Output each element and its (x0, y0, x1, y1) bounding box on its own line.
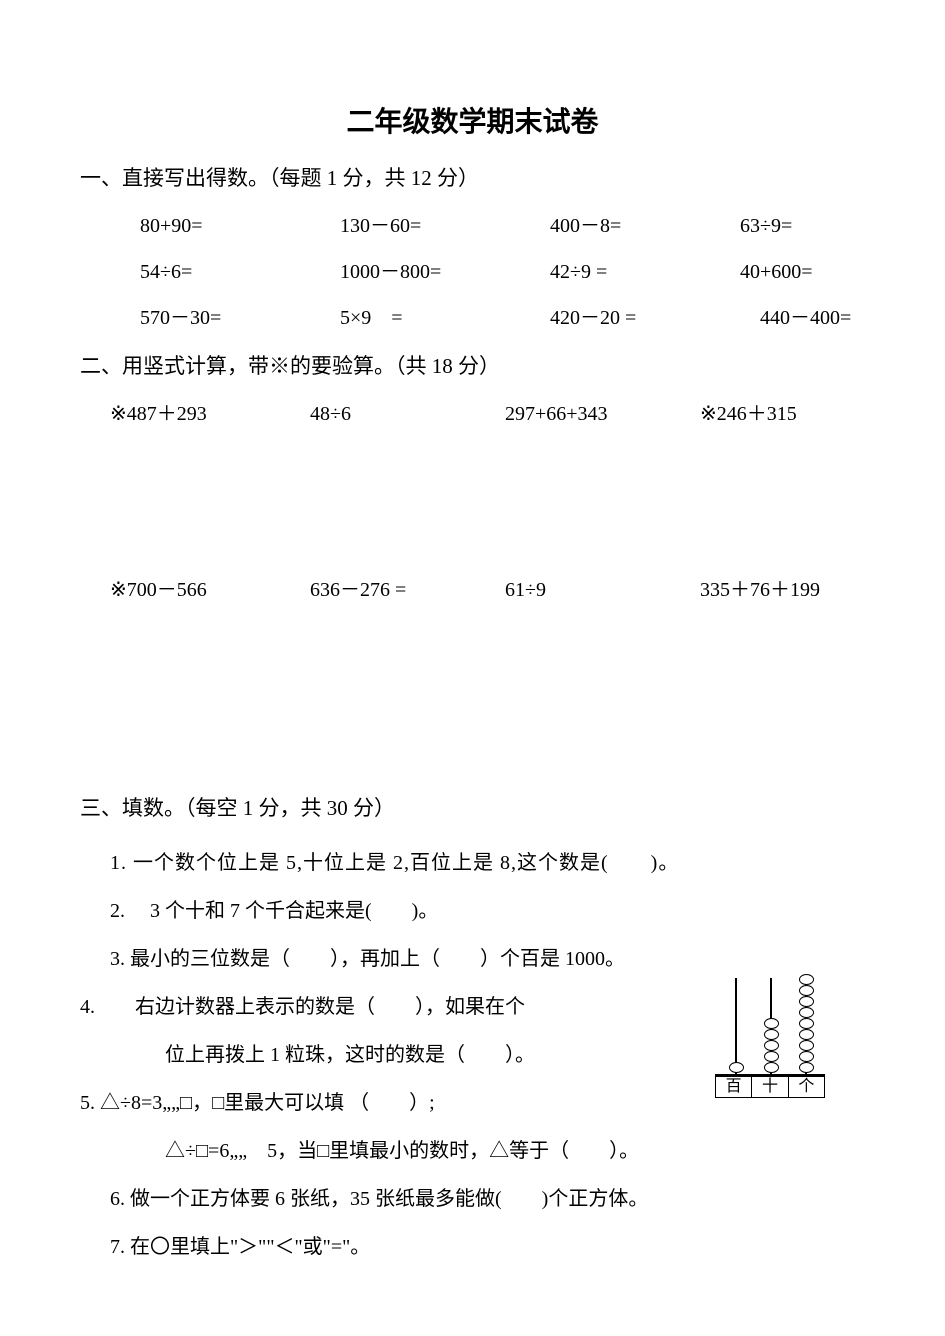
abacus-bead (799, 974, 814, 985)
abacus-bead (799, 1007, 814, 1018)
q3-2: 2. 3 个十和 7 个千合起来是( )。 (80, 887, 865, 935)
abacus-label: 十 (752, 1077, 788, 1097)
q-cell: 5×9 = (340, 302, 550, 334)
q-cell: 54÷6= (140, 256, 340, 288)
abacus-bead (799, 1018, 814, 1029)
abacus-bead (799, 1051, 814, 1062)
q1-row3: 570－30= 5×9 = 420－20 = 440－400= (80, 302, 865, 334)
abacus-label-box: 百 十 个 (715, 1076, 825, 1098)
abacus-bead (799, 985, 814, 996)
q3-4-line1: 4. 右边计数器上表示的数是（ ），如果在个 (80, 983, 680, 1031)
abacus-bead (799, 1040, 814, 1051)
q-cell: 1000－800= (340, 256, 550, 288)
work-space (80, 620, 865, 790)
abacus-rod (805, 978, 807, 1074)
q3-4-line2: 位上再拨上 1 粒珠，这时的数是（ ）。 (80, 1031, 680, 1079)
abacus-bead (764, 1018, 779, 1029)
abacus-label: 百 (716, 1077, 752, 1097)
abacus-bead (799, 1062, 814, 1073)
abacus-icon: 百 十 个 (715, 978, 825, 1098)
q-cell: ※246＋315 (700, 398, 865, 430)
abacus-bead (764, 1051, 779, 1062)
q-cell: 40+600= (740, 256, 865, 288)
q-cell: ※487＋293 (110, 398, 310, 430)
abacus-bead (799, 996, 814, 1007)
abacus-rod (735, 978, 737, 1074)
work-space (80, 444, 865, 574)
q3-6: 6. 做一个正方体要 6 张纸，35 张纸最多能做( )个正方体。 (80, 1175, 865, 1223)
q-cell: 130－60= (340, 210, 550, 242)
abacus-bead (729, 1062, 744, 1073)
abacus-bead (764, 1062, 779, 1073)
q-cell: 61÷9 (505, 574, 700, 606)
q-cell: 335＋76＋199 (700, 574, 865, 606)
page-title: 二年级数学期末试卷 (80, 100, 865, 140)
section-3-header: 三、填数。（每空 1 分，共 30 分） (80, 790, 865, 828)
q1-row1: 80+90= 130－60= 400－8= 63÷9= (80, 210, 865, 242)
q3-7: 7. 在〇里填上"＞""＜"或"="。 (80, 1223, 865, 1271)
q-cell: ※700－566 (110, 574, 310, 606)
q2-row1: ※487＋293 48÷6 297+66+343 ※246＋315 (80, 398, 865, 430)
q-cell: 636－276 = (310, 574, 505, 606)
abacus-bead (764, 1040, 779, 1051)
q3-3: 3. 最小的三位数是（ ），再加上（ ）个百是 1000。 (80, 935, 865, 983)
abacus-bead (799, 1029, 814, 1040)
q2-row2: ※700－566 636－276 = 61÷9 335＋76＋199 (80, 574, 865, 606)
abacus-rod (770, 978, 772, 1074)
q-cell: 48÷6 (310, 398, 505, 430)
section-1-header: 一、直接写出得数。（每题 1 分，共 12 分） (80, 160, 865, 198)
q-cell: 297+66+343 (505, 398, 700, 430)
q1-row2: 54÷6= 1000－800= 42÷9 = 40+600= (80, 256, 865, 288)
abacus-bead (764, 1029, 779, 1040)
q-cell: 440－400= (740, 302, 865, 334)
q-cell: 570－30= (140, 302, 340, 334)
abacus-label: 个 (789, 1077, 824, 1097)
section-2-header: 二、用竖式计算，带※的要验算。（共 18 分） (80, 348, 865, 386)
q-cell: 420－20 = (550, 302, 740, 334)
q3-1: 1. 一个数个位上是 5,十位上是 2,百位上是 8,这个数是( )。 (80, 839, 865, 887)
q3-4-wrap: 4. 右边计数器上表示的数是（ ），如果在个 位上再拨上 1 粒珠，这时的数是（… (80, 983, 865, 1079)
q-cell: 42÷9 = (550, 256, 740, 288)
q-cell: 80+90= (140, 210, 340, 242)
q-cell: 400－8= (550, 210, 740, 242)
q3-5-line2: △÷□=6„„ 5，当□里填最小的数时，△等于（ ）。 (80, 1127, 865, 1175)
q-cell: 63÷9= (740, 210, 865, 242)
